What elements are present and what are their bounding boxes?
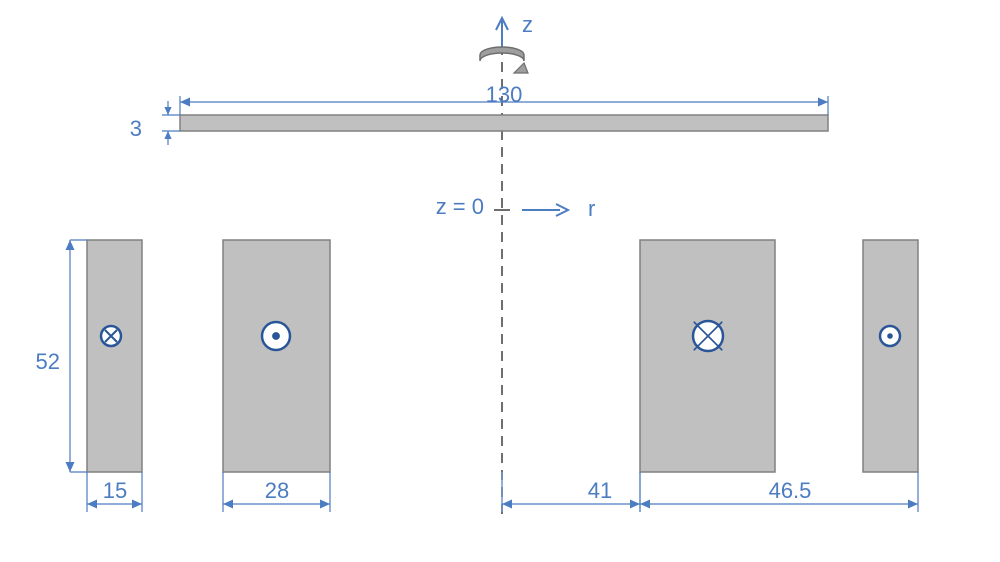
coil-0 [87,240,142,472]
coil-3 [863,240,918,472]
r-axis-label: r [588,196,595,221]
z-axis-label: z [522,12,533,37]
svg-text:15: 15 [103,478,127,503]
coil-1 [223,240,330,472]
dot-icon [272,332,280,340]
dot-icon [887,333,893,339]
origin-label: z = 0 [436,194,484,219]
disc-thickness-label: 3 [130,116,142,141]
svg-text:46.5: 46.5 [769,478,812,503]
svg-text:41: 41 [588,478,612,503]
coil-2 [640,240,775,472]
disc-width-label: 130 [486,82,523,107]
svg-text:28: 28 [265,478,289,503]
svg-text:52: 52 [36,349,60,374]
